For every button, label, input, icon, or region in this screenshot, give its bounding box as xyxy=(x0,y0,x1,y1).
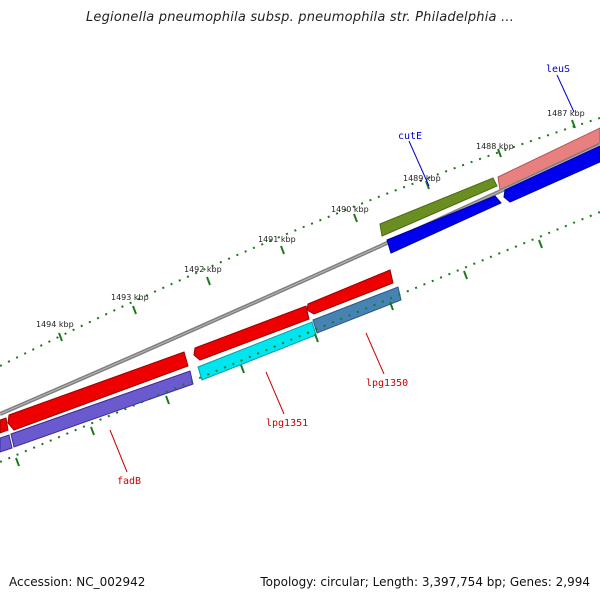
gene-labels: leuS cutE lpg1350 lpg1351 fadB xyxy=(117,64,570,487)
gene-label[interactable]: lpg1351 xyxy=(266,418,308,429)
ruler-label: 1494 kbp xyxy=(36,320,74,329)
gene-leuS-reverse[interactable] xyxy=(503,145,600,203)
accession-info: Accession: NC_002942 xyxy=(9,575,146,589)
ruler-labels: 1487 kbp 1488 kbp 1489 kbp 1490 kbp 1491… xyxy=(36,109,585,329)
gene-cutE[interactable] xyxy=(379,177,498,237)
gene-partial-reverse[interactable] xyxy=(0,434,13,453)
gene-label[interactable]: cutE xyxy=(398,131,422,142)
ruler-label: 1492 kbp xyxy=(184,265,222,274)
forward-strand-track xyxy=(0,127,600,434)
ruler-label: 1489 kbp xyxy=(403,174,441,183)
gene-fadB-forward[interactable] xyxy=(7,351,189,431)
ruler-label: 1490 kbp xyxy=(331,205,369,214)
outer-tick-ring xyxy=(0,117,600,367)
genome-title: Legionella pneumophila subsp. pneumophil… xyxy=(85,10,515,25)
genome-backbone xyxy=(0,143,600,416)
topology-info: Topology: circular; Length: 3,397,754 bp… xyxy=(260,575,590,589)
gene-label[interactable]: lpg1350 xyxy=(366,378,408,389)
reverse-strand-track xyxy=(0,145,600,453)
gene-fadB[interactable] xyxy=(10,370,194,448)
label-leaders xyxy=(109,74,575,473)
gene-lpg1351-forward[interactable] xyxy=(193,305,310,361)
ruler-label: 1493 kbp xyxy=(111,293,149,302)
ruler-label: 1491 kbp xyxy=(258,235,296,244)
gene-label[interactable]: leuS xyxy=(546,64,570,75)
ruler-label: 1488 kbp xyxy=(476,142,514,151)
gene-cutE-reverse[interactable] xyxy=(386,195,502,254)
gene-label[interactable]: fadB xyxy=(117,476,141,487)
inner-tick-ring xyxy=(0,211,600,467)
gene-partial-forward[interactable] xyxy=(0,417,9,434)
ruler-label: 1487 kbp xyxy=(547,109,585,118)
gene-leuS[interactable] xyxy=(497,127,600,191)
